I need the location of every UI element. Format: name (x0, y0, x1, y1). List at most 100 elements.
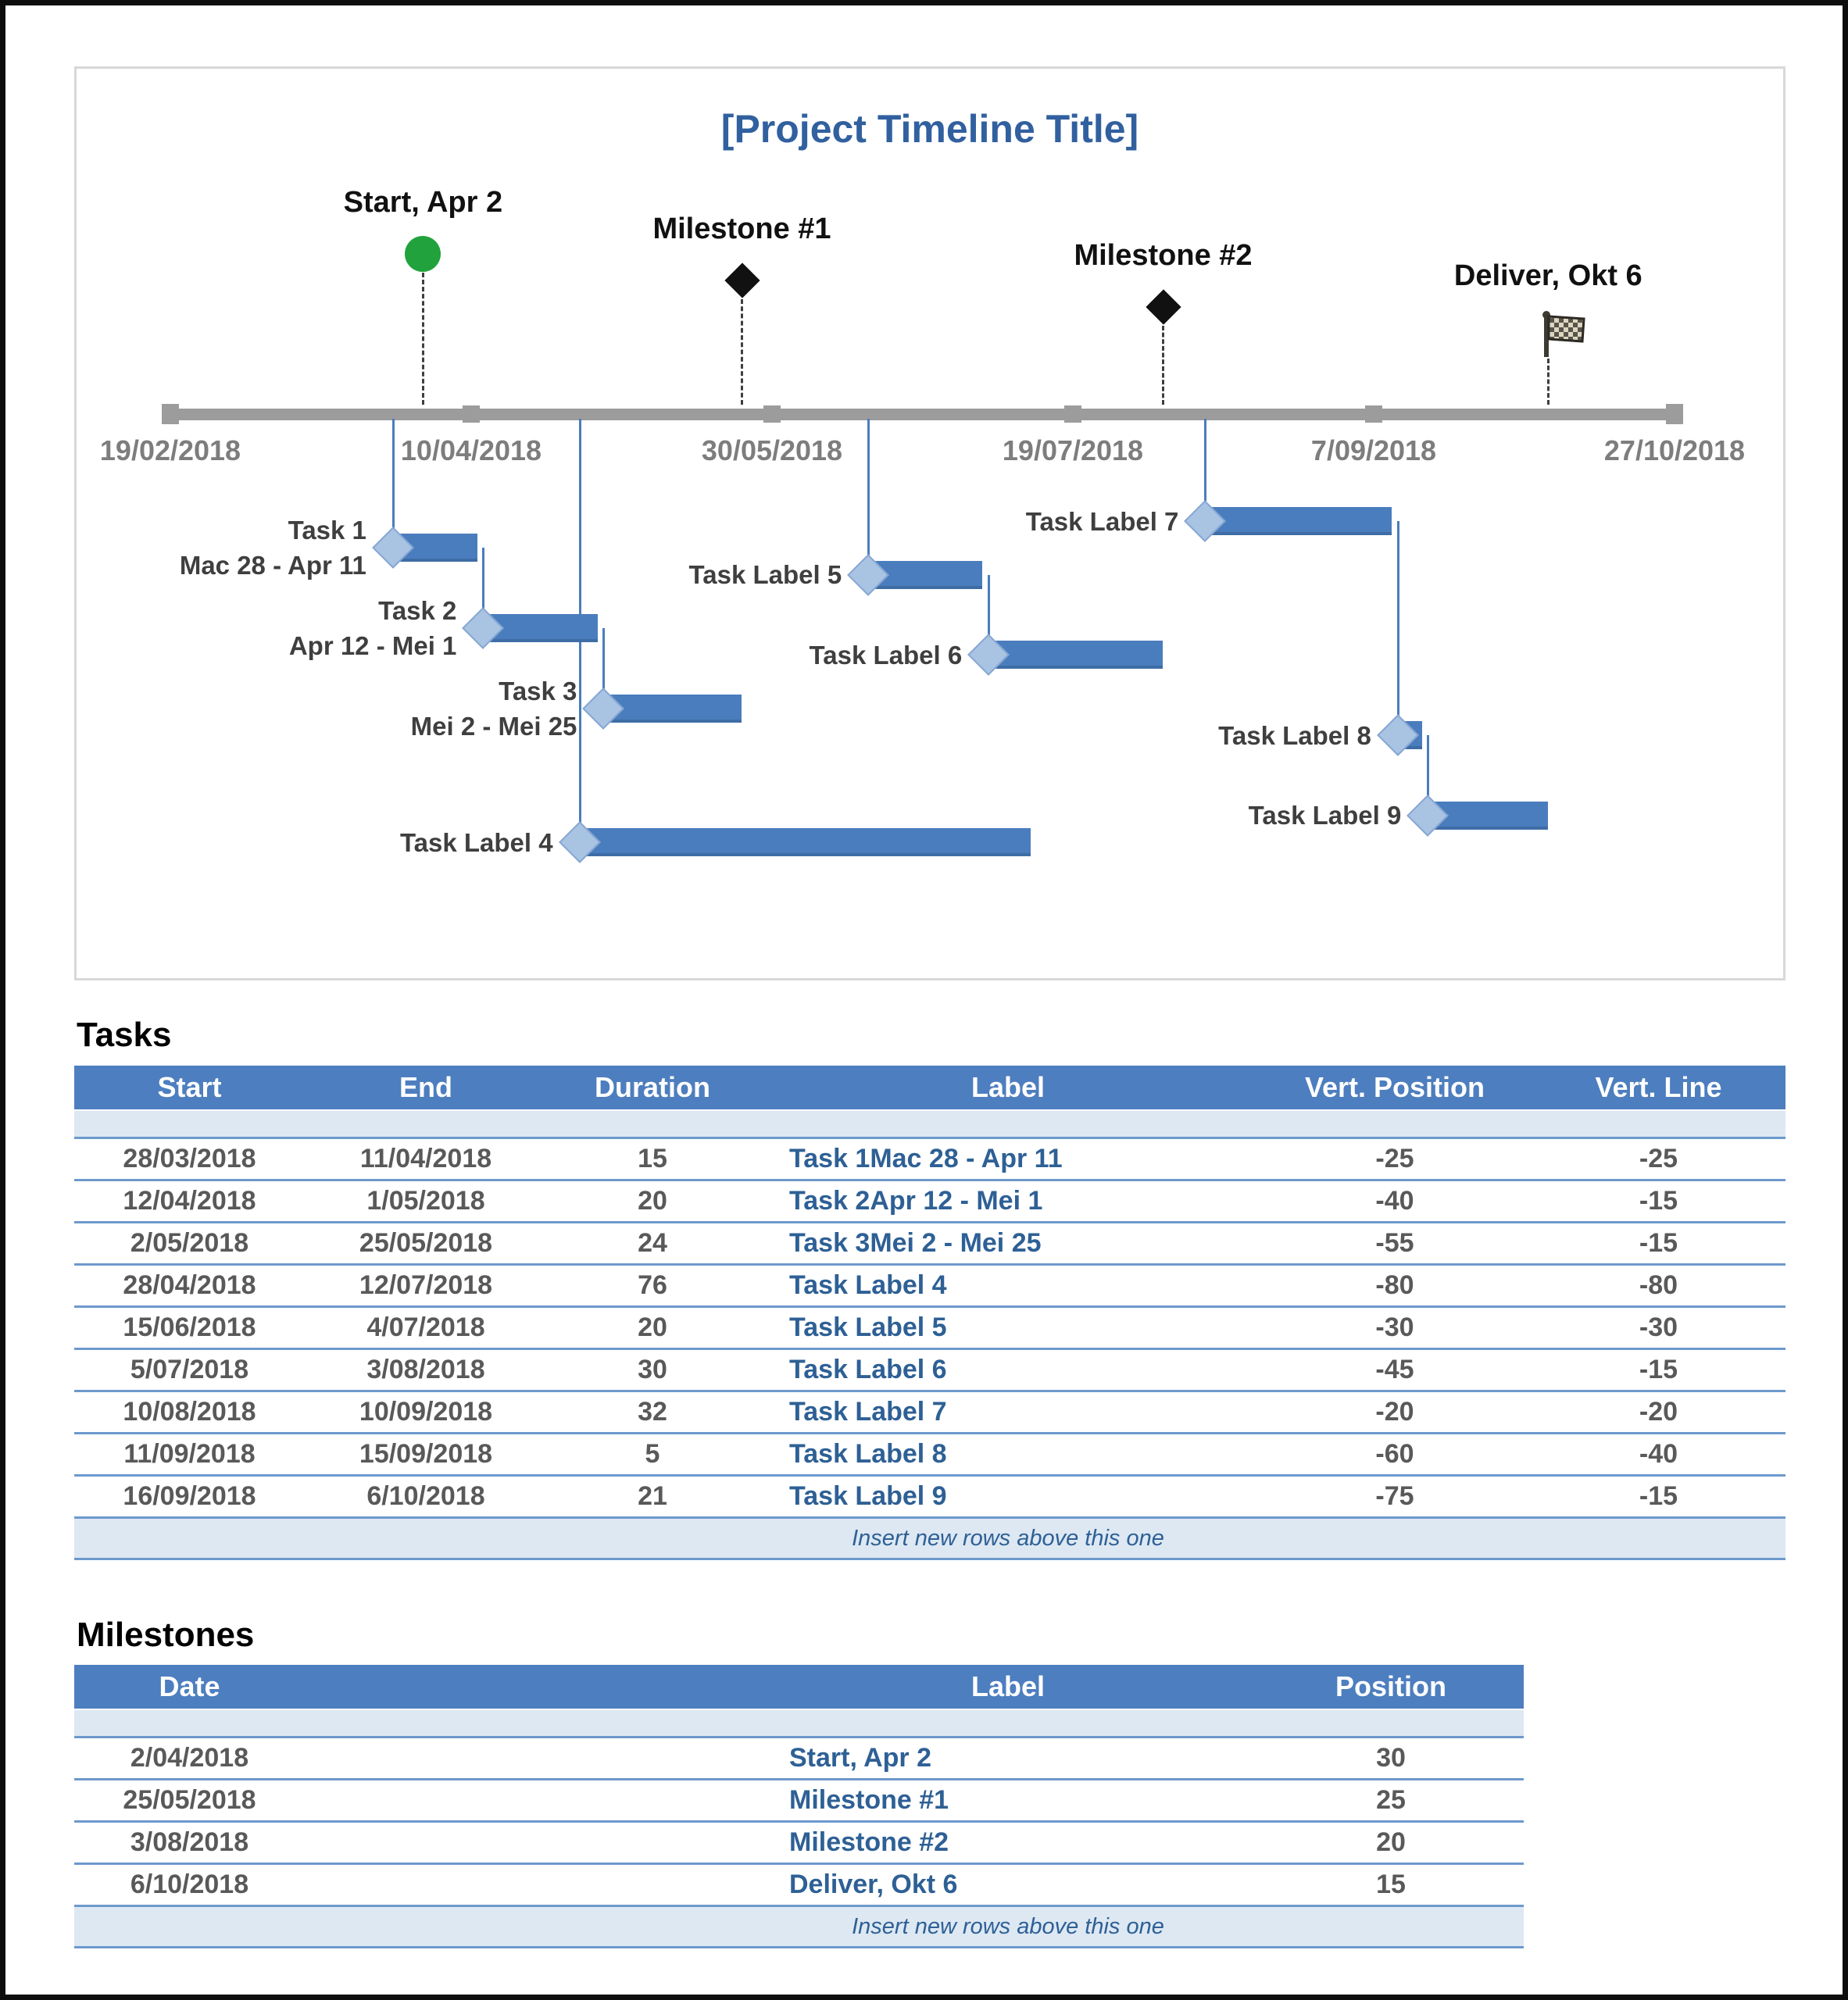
cell-vert-line[interactable]: -15 (1639, 1186, 1678, 1216)
cell-start[interactable]: 5/07/2018 (130, 1355, 249, 1384)
task-connector-line (1427, 735, 1430, 806)
task-table-row-4: 28/04/2018 12/07/2018 76 Task Label 4 -80 -80 (74, 1266, 1785, 1308)
task-table-row-6: 5/07/2018 3/08/2018 30 Task Label 6 -45 -15 (74, 1350, 1785, 1392)
cell-vert-line[interactable]: -15 (1639, 1355, 1678, 1384)
cell-label[interactable]: Task Label 9 (789, 1481, 947, 1511)
cell-label[interactable]: Milestone #1 (789, 1785, 949, 1815)
cell-duration[interactable]: 32 (638, 1397, 667, 1427)
cell-end[interactable]: 10/09/2018 (359, 1397, 493, 1427)
cell-duration[interactable]: 5 (645, 1439, 660, 1469)
cell-label[interactable]: Start, Apr 2 (789, 1743, 932, 1773)
cell-vert-position[interactable]: -60 (1375, 1439, 1414, 1469)
task-label-2: Task 2 Apr 12 - Mei 1 (289, 593, 457, 663)
cell-end[interactable]: 6/10/2018 (366, 1481, 485, 1511)
cell-position[interactable]: 20 (1376, 1827, 1406, 1857)
cell-vert-line[interactable]: -30 (1639, 1312, 1678, 1342)
milestones-header-label[interactable]: Label (970, 1670, 1046, 1702)
cell-vert-line[interactable]: -25 (1639, 1144, 1678, 1173)
cell-start[interactable]: 28/04/2018 (123, 1270, 256, 1300)
cell-date[interactable]: 25/05/2018 (123, 1785, 256, 1815)
cell-duration[interactable]: 20 (638, 1312, 667, 1342)
tasks-table-spacer-row[interactable] (74, 1111, 1785, 1139)
cell-date[interactable]: 3/08/2018 (130, 1827, 249, 1857)
cell-vert-position[interactable]: -25 (1375, 1144, 1414, 1173)
tasks-header-vert-position[interactable]: Vert. Position (1304, 1071, 1485, 1103)
cell-duration[interactable]: 15 (638, 1144, 667, 1173)
milestone-table-row-2: 25/05/2018 Milestone #1 25 (74, 1780, 1524, 1823)
cell-start[interactable]: 15/06/2018 (123, 1312, 256, 1342)
cell-position[interactable]: 30 (1376, 1743, 1406, 1773)
cell-end[interactable]: 25/05/2018 (359, 1228, 493, 1258)
milestones-section-title: Milestones (77, 1616, 255, 1654)
task-connector-line (988, 574, 991, 646)
milestones-table-header: Date Label Position (74, 1665, 1524, 1710)
cell-position[interactable]: 25 (1376, 1785, 1406, 1815)
cell-vert-position[interactable]: -40 (1375, 1186, 1414, 1216)
milestones-insert-row[interactable]: Insert new rows above this one (74, 1907, 1524, 1948)
cell-label[interactable]: Task Label 8 (789, 1439, 947, 1469)
milestone-leader-line (741, 298, 743, 405)
cell-end[interactable]: 12/07/2018 (359, 1270, 493, 1300)
cell-duration[interactable]: 76 (638, 1270, 667, 1300)
cell-vert-line[interactable]: -80 (1639, 1270, 1678, 1300)
milestones-header-date[interactable]: Date (159, 1670, 220, 1702)
cell-label[interactable]: Task 2Apr 12 - Mei 1 (789, 1186, 1043, 1216)
milestones-table: Date Label Position 2/04/2018 Start, Apr 2 3… (74, 1665, 1524, 1948)
cell-vert-position[interactable]: -30 (1375, 1312, 1414, 1342)
tasks-insert-row[interactable]: Insert new rows above this one (74, 1519, 1785, 1560)
cell-start[interactable]: 16/09/2018 (123, 1481, 256, 1511)
task-label-6: Task Label 6 (810, 638, 963, 673)
cell-end[interactable]: 3/08/2018 (366, 1355, 485, 1384)
task-label-line: Task Label 8 (1218, 720, 1371, 750)
cell-vert-line[interactable]: -40 (1639, 1439, 1678, 1469)
cell-duration[interactable]: 30 (638, 1355, 667, 1384)
milestones-table-spacer-row[interactable] (74, 1710, 1524, 1738)
tasks-header-vert-line[interactable]: Vert. Line (1595, 1071, 1722, 1103)
tasks-header-duration[interactable]: Duration (595, 1071, 710, 1103)
task-table-row-8: 11/09/2018 15/09/2018 5 Task Label 8 -60 -40 (74, 1434, 1785, 1477)
cell-start[interactable]: 10/08/2018 (123, 1397, 256, 1427)
milestone-table-row-3: 3/08/2018 Milestone #2 20 (74, 1823, 1524, 1865)
cell-end[interactable]: 1/05/2018 (366, 1186, 485, 1216)
cell-start[interactable]: 28/03/2018 (123, 1144, 256, 1173)
cell-label[interactable]: Task Label 4 (789, 1270, 947, 1300)
cell-vert-position[interactable]: -55 (1375, 1228, 1414, 1258)
cell-end[interactable]: 11/04/2018 (359, 1144, 492, 1173)
cell-label[interactable]: Task 1Mac 28 - Apr 11 (789, 1144, 1063, 1173)
cell-vert-position[interactable]: -45 (1375, 1355, 1414, 1384)
start-milestone-circle-icon (405, 235, 441, 272)
milestones-header-position[interactable]: Position (1335, 1670, 1446, 1702)
tasks-header-label[interactable]: Label (970, 1071, 1046, 1103)
cell-start[interactable]: 2/05/2018 (130, 1228, 249, 1258)
cell-duration[interactable]: 21 (638, 1481, 667, 1511)
cell-vert-position[interactable]: -75 (1375, 1481, 1414, 1511)
cell-label[interactable]: Task Label 5 (789, 1312, 947, 1342)
cell-start[interactable]: 11/09/2018 (123, 1439, 256, 1469)
cell-duration[interactable]: 20 (638, 1186, 667, 1216)
cell-end[interactable]: 15/09/2018 (359, 1439, 493, 1469)
cell-duration[interactable]: 24 (638, 1228, 667, 1258)
milestone-table-row-1: 2/04/2018 Start, Apr 2 30 (74, 1738, 1524, 1780)
cell-vert-position[interactable]: -20 (1375, 1397, 1414, 1427)
milestone-leader-line (1162, 326, 1164, 405)
milestone-leader-line (421, 272, 424, 405)
cell-label[interactable]: Task Label 6 (789, 1355, 947, 1384)
cell-label[interactable]: Milestone #2 (789, 1827, 949, 1857)
cell-vert-line[interactable]: -15 (1639, 1481, 1678, 1511)
cell-date[interactable]: 6/10/2018 (130, 1870, 249, 1899)
cell-end[interactable]: 4/07/2018 (366, 1312, 485, 1342)
cell-label[interactable]: Deliver, Okt 6 (789, 1870, 958, 1899)
cell-label[interactable]: Task 3Mei 2 - Mei 25 (789, 1228, 1042, 1258)
cell-vert-line[interactable]: -20 (1639, 1397, 1678, 1427)
task-table-row-1: 28/03/2018 11/04/2018 15 Task 1Mac 28 - Apr… (74, 1139, 1785, 1181)
cell-date[interactable]: 2/04/2018 (130, 1743, 249, 1773)
cell-vert-position[interactable]: -80 (1375, 1270, 1414, 1300)
axis-date-label: 19/07/2018 (1002, 434, 1144, 466)
tasks-header-end[interactable]: End (399, 1071, 452, 1103)
cell-label[interactable]: Task Label 7 (789, 1397, 947, 1427)
cell-start[interactable]: 12/04/2018 (123, 1186, 256, 1216)
axis-tick (463, 405, 480, 423)
cell-position[interactable]: 15 (1376, 1870, 1406, 1899)
cell-vert-line[interactable]: -15 (1639, 1228, 1678, 1258)
tasks-header-start[interactable]: Start (157, 1071, 222, 1103)
